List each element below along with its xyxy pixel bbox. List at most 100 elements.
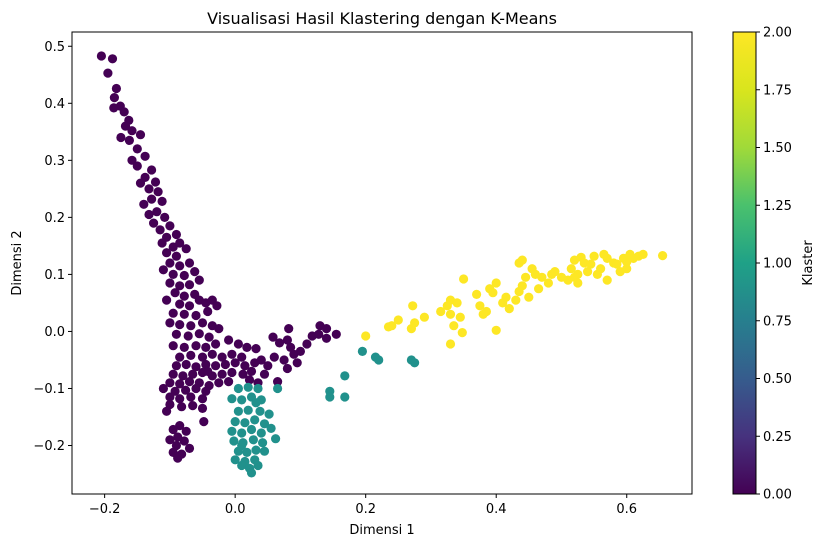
data-point (184, 443, 195, 453)
data-point (184, 301, 195, 311)
colorbar-ticks: 0.00 0.25 0.50 0.75 1.00 1.25 1.50 1.75 2.00 (756, 26, 792, 503)
data-point (224, 377, 234, 387)
data-point (237, 428, 247, 438)
data-point (491, 278, 501, 288)
data-point (273, 383, 283, 394)
data-point (165, 399, 175, 410)
data-point (175, 299, 185, 309)
data-point (171, 229, 181, 240)
data-point (550, 267, 560, 277)
y-axis-label: Dimensi 2 (10, 230, 25, 295)
x-axis-label: Dimensi 1 (349, 523, 414, 538)
data-point (537, 272, 547, 282)
x-tick-label: 0.4 (486, 502, 507, 517)
data-point (295, 346, 305, 356)
data-point (233, 406, 243, 416)
data-point (524, 292, 534, 302)
data-point (292, 358, 302, 368)
data-point (259, 446, 270, 456)
colorbar-label: Klaster (801, 240, 816, 286)
data-point (279, 355, 289, 365)
data-point (314, 329, 324, 339)
data-point (271, 434, 281, 444)
data-point (197, 318, 208, 328)
colorbar-tick-label: 0.50 (763, 372, 792, 387)
data-point (217, 352, 227, 362)
data-point (201, 359, 211, 370)
data-point (160, 212, 170, 222)
data-point (157, 196, 167, 206)
data-point (274, 338, 285, 348)
data-point (233, 339, 243, 349)
data-point (230, 417, 240, 427)
data-point (251, 445, 261, 455)
data-point (331, 329, 341, 339)
data-point (592, 269, 603, 279)
colorbar-tick-label: 1.50 (763, 141, 792, 156)
data-point (168, 424, 178, 435)
data-point (361, 331, 371, 341)
y-axis-ticks: −0.2 −0.1 0.0 0.1 0.2 0.3 0.4 0.5 (33, 40, 72, 454)
chart-title: Visualisasi Hasil Klastering dengan K-Me… (207, 9, 557, 28)
data-point (269, 352, 279, 362)
data-point (190, 267, 200, 277)
data-point (191, 362, 201, 372)
data-point (436, 306, 446, 317)
data-point (197, 352, 208, 362)
scatter-points (96, 51, 668, 478)
data-point (658, 251, 668, 261)
data-point (178, 371, 188, 381)
data-point (201, 342, 211, 352)
x-tick-label: 0.6 (616, 502, 637, 517)
y-tick-label: 0.3 (44, 154, 65, 169)
data-point (227, 367, 237, 378)
data-point (107, 54, 118, 64)
data-point (165, 318, 175, 328)
data-point (177, 402, 187, 412)
data-point (457, 328, 467, 338)
data-point (184, 258, 195, 268)
colorbar-tick-label: 2.00 (763, 26, 792, 41)
data-point (203, 366, 213, 376)
data-point (183, 331, 193, 341)
data-point (246, 468, 257, 478)
data-point (171, 361, 181, 371)
data-point (175, 352, 185, 362)
data-point (140, 151, 150, 161)
data-point (211, 339, 221, 349)
data-point (387, 321, 397, 331)
data-point (250, 415, 260, 425)
colorbar-tick-label: 0.00 (763, 488, 792, 503)
data-point (230, 358, 240, 368)
data-point (168, 269, 178, 279)
colorbar-tick-label: 1.25 (763, 199, 792, 214)
data-point (583, 267, 593, 277)
colorbar (732, 31, 757, 495)
data-point (419, 312, 429, 322)
data-point (237, 460, 247, 471)
data-point (179, 270, 189, 281)
data-point (179, 342, 189, 352)
data-point (243, 382, 253, 392)
data-point (124, 135, 134, 145)
data-point (155, 225, 165, 235)
data-point (139, 199, 149, 209)
data-point (340, 371, 350, 381)
data-point (410, 318, 420, 328)
data-point (135, 130, 146, 140)
data-point (162, 295, 172, 305)
data-point (181, 244, 191, 254)
data-point (302, 339, 312, 349)
data-point (445, 339, 456, 349)
data-point (455, 312, 465, 322)
data-point (282, 363, 292, 374)
data-point (191, 310, 201, 321)
data-point (321, 324, 332, 334)
data-point (501, 292, 511, 302)
data-point (170, 288, 180, 298)
data-point (243, 405, 253, 415)
data-point (264, 409, 274, 419)
data-point (217, 369, 227, 379)
data-point (266, 423, 276, 433)
x-tick-label: −0.2 (89, 502, 121, 517)
